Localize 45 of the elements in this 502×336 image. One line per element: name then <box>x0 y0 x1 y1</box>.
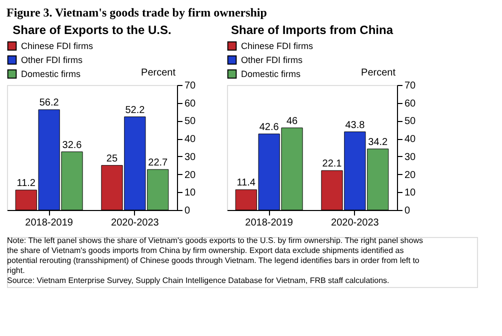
data-label: 46 <box>286 116 298 127</box>
source-note: Source: Vietnam Enterprise Survey, Supply Chain Intelligence Database for Vietnam, FRB staff calculations. <box>7 276 390 285</box>
legend-label: Other FDI firms <box>241 55 303 65</box>
data-label: 34.2 <box>368 136 388 148</box>
y-tick-label: 20 <box>404 170 416 181</box>
legend-label: Chinese FDI firms <box>21 41 94 51</box>
x-tick-label: 2020-2023 <box>331 218 380 228</box>
y-tick-label: 60 <box>184 98 196 110</box>
legend-label: Chinese FDI firms <box>241 41 314 51</box>
text: Figure 3. Vietnam's goods trade by firm ownership <box>6 6 268 20</box>
data-label: 43.8 <box>345 120 366 131</box>
legend-label: Other FDI firms <box>21 55 83 65</box>
data-label: 25 <box>106 153 118 164</box>
y-axis-title: Percent <box>141 68 176 78</box>
legend-label: Domestic firms <box>21 69 81 79</box>
y-tick-label: 20 <box>184 170 196 181</box>
y-tick-label: 30 <box>184 152 196 163</box>
data-label: 52.2 <box>125 104 146 116</box>
data-label: 56.2 <box>39 98 60 109</box>
y-tick-label: 10 <box>184 188 196 199</box>
data-label: 22.1 <box>322 158 342 170</box>
y-tick-label: 30 <box>404 152 416 163</box>
text: Note: The left panel shows the share of Vietnam's goods exports to the U.S. by firm ownership. The right panel shows the share of Vietnam's goods imports from China by firm ownership. Export data exclude shipments identified as potential rerouting (transshipment) of Chinese goods through Vietnam. The legend identifies bars in order from left to right. <box>7 236 423 275</box>
y-tick-label: 70 <box>184 80 196 92</box>
data-label: 11.2 <box>16 178 36 189</box>
x-tick-label: 2018-2019 <box>245 218 294 228</box>
x-tick-label: 2020-2023 <box>111 218 160 228</box>
y-tick-label: 40 <box>184 134 196 146</box>
data-label: 42.6 <box>259 122 280 133</box>
y-tick-label: 70 <box>404 80 416 92</box>
y-axis-title: Percent <box>361 68 396 78</box>
y-tick-label: 0 <box>184 206 190 216</box>
y-tick-label: 50 <box>404 116 416 128</box>
data-label: 22.7 <box>148 157 168 168</box>
data-label: 32.6 <box>62 140 82 151</box>
chart-title: Share of Exports to the U.S. <box>12 23 172 37</box>
y-tick-label: 40 <box>404 134 416 146</box>
y-tick-label: 50 <box>184 116 196 128</box>
legend-label: Domestic firms <box>241 69 301 79</box>
y-tick-label: 10 <box>404 188 416 199</box>
x-tick-label: 2018-2019 <box>25 218 74 228</box>
y-tick-label: 0 <box>404 206 410 216</box>
data-label: 11.4 <box>236 178 256 189</box>
y-tick-label: 60 <box>404 98 416 110</box>
chart-title: Share of Imports from China <box>230 23 394 37</box>
